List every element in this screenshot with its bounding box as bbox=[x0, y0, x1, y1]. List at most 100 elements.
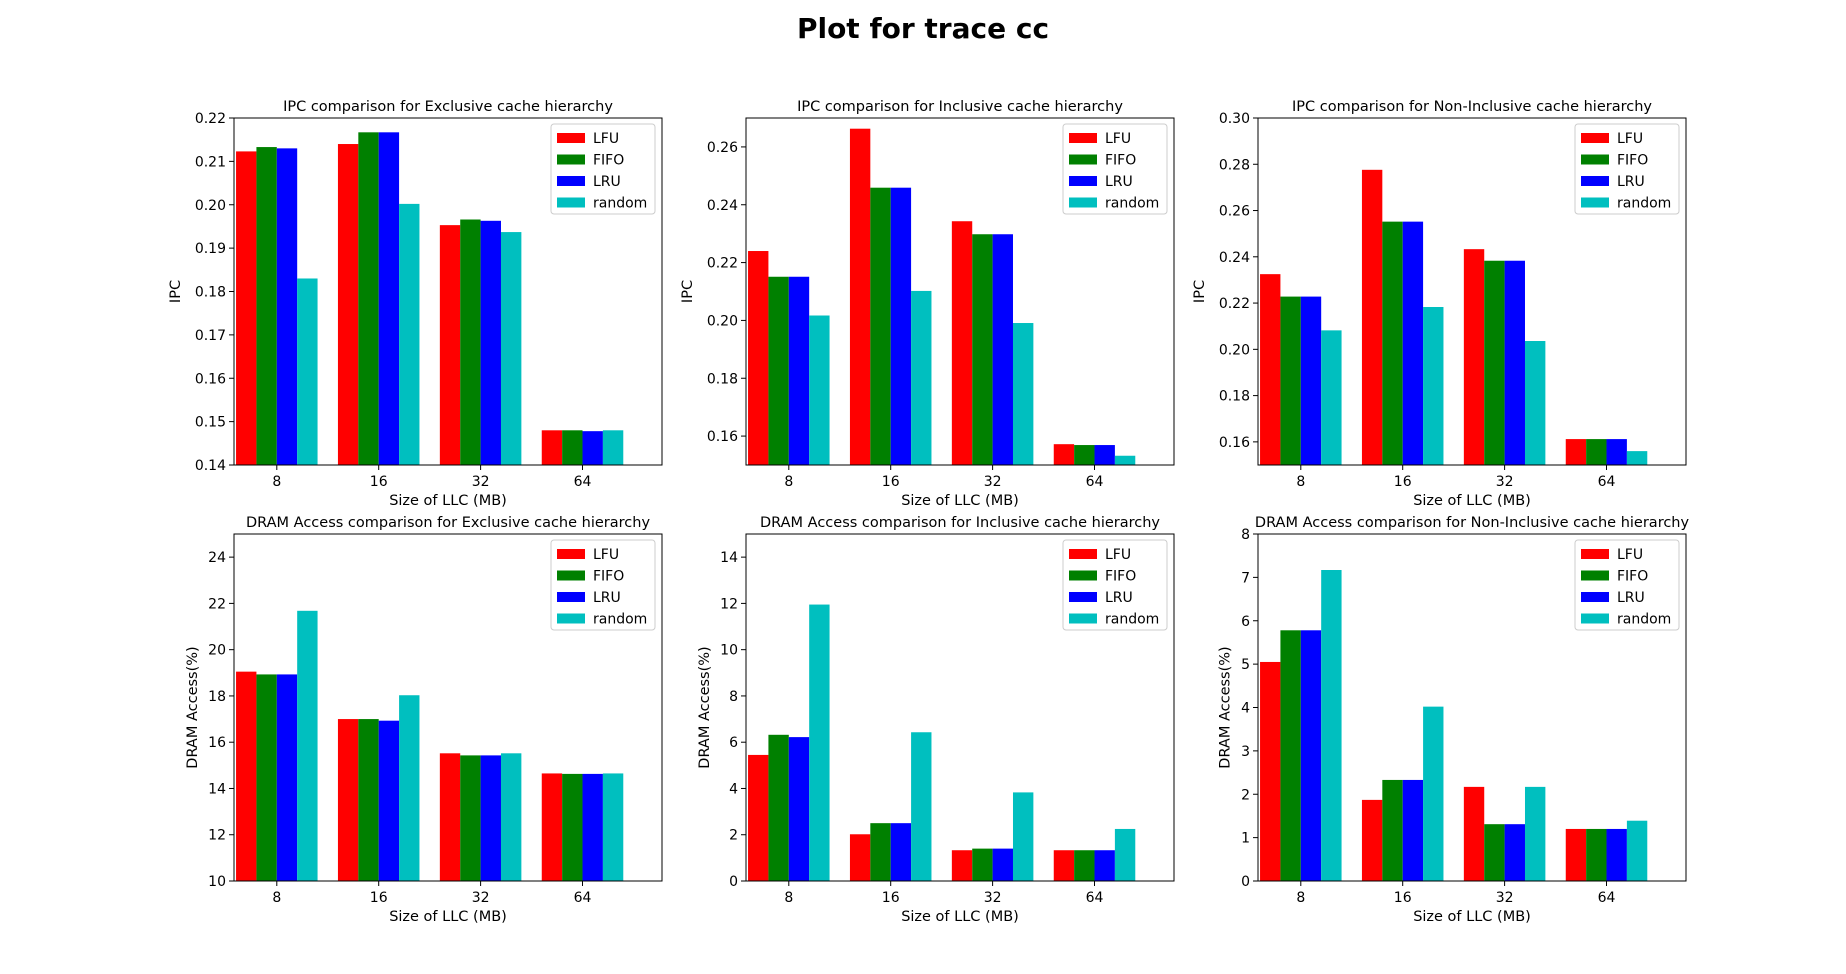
bar-LFU-16 bbox=[1361, 169, 1383, 465]
chart-panel-6: 8 16 32 64 0 1 2 3 4 5 6 7 8 DRAM Access comparison f… bbox=[1218, 515, 1690, 925]
chart-panel-4: 8 16 32 64 10 12 14 16 18 20 22 24 DRAM Access compa… bbox=[185, 515, 663, 925]
legend-label-FIFO: FIFO bbox=[593, 153, 624, 169]
legend-label-LRU: LRU bbox=[1617, 174, 1645, 190]
bar-LRU-8 bbox=[1300, 296, 1322, 465]
chart-title: DRAM Access comparison for Inclusive cac… bbox=[760, 515, 1160, 531]
bar-LFU-8 bbox=[748, 754, 769, 881]
legend-label-random: random bbox=[1105, 612, 1159, 628]
y-tick-label: 16 bbox=[208, 735, 226, 751]
bar-LFU-32 bbox=[439, 753, 461, 881]
legend-swatch-LRU bbox=[1581, 592, 1609, 602]
y-tick-label: 5 bbox=[1241, 657, 1250, 673]
bar-group bbox=[236, 610, 624, 881]
y-tick-label: 0.30 bbox=[1219, 111, 1250, 127]
bar-group bbox=[748, 128, 1136, 465]
y-tick-label: 0.18 bbox=[195, 285, 226, 301]
y-axis-label: DRAM Access(%) bbox=[185, 646, 201, 768]
y-tick-label: 4 bbox=[729, 781, 738, 797]
bar-LFU-8 bbox=[1260, 661, 1281, 881]
x-tick-label: 64 bbox=[1598, 890, 1616, 906]
bar-LFU-32 bbox=[951, 850, 973, 881]
legend-swatch-LRU bbox=[557, 176, 585, 186]
y-tick-label: 24 bbox=[208, 550, 226, 566]
bar-FIFO-32 bbox=[460, 219, 481, 465]
y-tick-label: 0.20 bbox=[1219, 342, 1250, 358]
y-tick-label: 0.22 bbox=[1219, 296, 1250, 312]
bar-random-64 bbox=[1114, 455, 1136, 465]
bar-FIFO-32 bbox=[972, 848, 993, 881]
bar-LFU-32 bbox=[951, 221, 973, 465]
legend-swatch-random bbox=[557, 197, 585, 208]
legend-label-FIFO: FIFO bbox=[593, 569, 624, 585]
x-axis-label: Size of LLC (MB) bbox=[389, 493, 507, 509]
legend-label-LRU: LRU bbox=[1617, 590, 1645, 606]
y-axis-label: IPC bbox=[680, 280, 696, 303]
bar-FIFO-32 bbox=[972, 234, 993, 465]
legend-box bbox=[1574, 539, 1680, 631]
bar-random-8 bbox=[297, 278, 318, 465]
y-tick-label: 0.24 bbox=[707, 198, 738, 214]
chart-panel-1: 8 16 32 64 0.14 0.15 0.16 0.17 0.18 0.19 0.20 0.21 0… bbox=[168, 99, 663, 509]
bar-LRU-16 bbox=[890, 823, 912, 881]
y-tick-label: 0.28 bbox=[1219, 157, 1250, 173]
bar-LRU-16 bbox=[1402, 779, 1424, 881]
legend-label-LFU: LFU bbox=[593, 547, 619, 563]
figure-title: Plot for trace cc bbox=[796, 12, 1050, 45]
bar-LFU-8 bbox=[236, 151, 257, 465]
y-tick-label: 6 bbox=[729, 735, 738, 751]
legend-label-LRU: LRU bbox=[593, 174, 621, 190]
y-tick-label: 2 bbox=[729, 828, 738, 844]
bar-random-8 bbox=[1321, 570, 1342, 881]
y-tick-label: 4 bbox=[1241, 701, 1250, 717]
bar-LFU-64 bbox=[1565, 828, 1587, 881]
bar-LFU-16 bbox=[337, 719, 359, 881]
legend-box bbox=[1062, 539, 1168, 631]
legend-swatch-LFU bbox=[1069, 549, 1097, 559]
axes-frame bbox=[1257, 117, 1687, 466]
legend-swatch-random bbox=[1581, 197, 1609, 208]
bar-FIFO-64 bbox=[1586, 828, 1607, 881]
bar-LFU-16 bbox=[337, 144, 359, 465]
legend-swatch-LFU bbox=[557, 549, 585, 559]
y-tick-label: 14 bbox=[208, 781, 226, 797]
legend-swatch-LRU bbox=[1069, 176, 1097, 186]
y-tick-label: 10 bbox=[208, 874, 226, 890]
y-tick-label: 0.16 bbox=[1219, 435, 1250, 451]
y-tick-label: 22 bbox=[208, 596, 226, 612]
bar-FIFO-16 bbox=[1382, 779, 1403, 881]
x-tick-label: 32 bbox=[1496, 890, 1514, 906]
y-tick-label: 0.26 bbox=[1219, 204, 1250, 220]
bar-LRU-16 bbox=[378, 132, 400, 465]
x-tick-label: 64 bbox=[1598, 474, 1616, 490]
legend-swatch-random bbox=[1069, 197, 1097, 208]
legend-box bbox=[550, 123, 656, 215]
y-tick-label: 0 bbox=[729, 874, 738, 890]
bar-group bbox=[236, 132, 624, 465]
bar-LRU-32 bbox=[1504, 824, 1525, 881]
bar-random-32 bbox=[500, 753, 522, 881]
legend-label-random: random bbox=[1617, 612, 1671, 628]
y-tick-label: 8 bbox=[729, 689, 738, 705]
x-tick-label: 16 bbox=[1394, 890, 1412, 906]
legend-label-LRU: LRU bbox=[593, 590, 621, 606]
chart-panel-2: 8 16 32 64 0.16 0.18 0.20 0.22 0.24 0.26 IPC compa… bbox=[680, 99, 1175, 509]
legend-box bbox=[550, 539, 656, 631]
bar-FIFO-64 bbox=[1074, 850, 1095, 881]
bar-random-16 bbox=[1423, 306, 1444, 465]
legend-label-LFU: LFU bbox=[593, 131, 619, 147]
legend-swatch-LFU bbox=[1581, 133, 1609, 143]
bar-random-16 bbox=[1423, 706, 1444, 881]
legend-swatch-FIFO bbox=[1069, 570, 1097, 581]
bar-random-8 bbox=[1321, 330, 1342, 465]
bar-LFU-32 bbox=[1463, 249, 1485, 465]
bar-random-16 bbox=[399, 203, 420, 465]
bar-LFU-8 bbox=[1260, 274, 1281, 465]
bar-LFU-64 bbox=[1053, 444, 1075, 465]
y-tick-label: 0.24 bbox=[1219, 250, 1250, 266]
bar-FIFO-64 bbox=[562, 430, 583, 465]
bar-FIFO-64 bbox=[562, 773, 583, 881]
x-axis-label: Size of LLC (MB) bbox=[901, 493, 1019, 509]
bar-group bbox=[1260, 169, 1648, 465]
bar-FIFO-8 bbox=[256, 147, 277, 465]
bar-LRU-64 bbox=[1094, 445, 1115, 465]
